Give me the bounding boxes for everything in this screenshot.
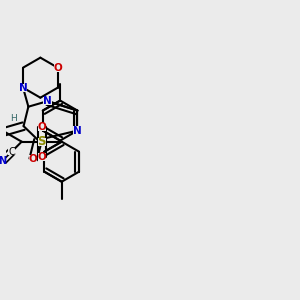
Text: C: C	[8, 147, 15, 157]
Bar	[38, 153, 46, 161]
Text: O: O	[29, 154, 38, 164]
Bar	[8, 148, 15, 155]
Text: O: O	[37, 152, 46, 162]
Bar	[10, 115, 16, 122]
Bar	[38, 138, 46, 146]
Text: N: N	[19, 83, 27, 93]
Bar	[54, 64, 62, 72]
Bar	[29, 155, 37, 164]
Bar	[0, 157, 6, 164]
Bar	[38, 122, 46, 131]
Text: H: H	[10, 114, 16, 123]
Bar	[44, 97, 52, 105]
Bar	[73, 127, 82, 135]
Text: N: N	[43, 96, 52, 106]
Text: N: N	[0, 156, 7, 166]
Text: O: O	[53, 63, 62, 73]
Text: N: N	[73, 126, 82, 136]
Text: O: O	[37, 122, 46, 132]
Text: S: S	[38, 135, 46, 148]
Bar	[19, 84, 27, 92]
